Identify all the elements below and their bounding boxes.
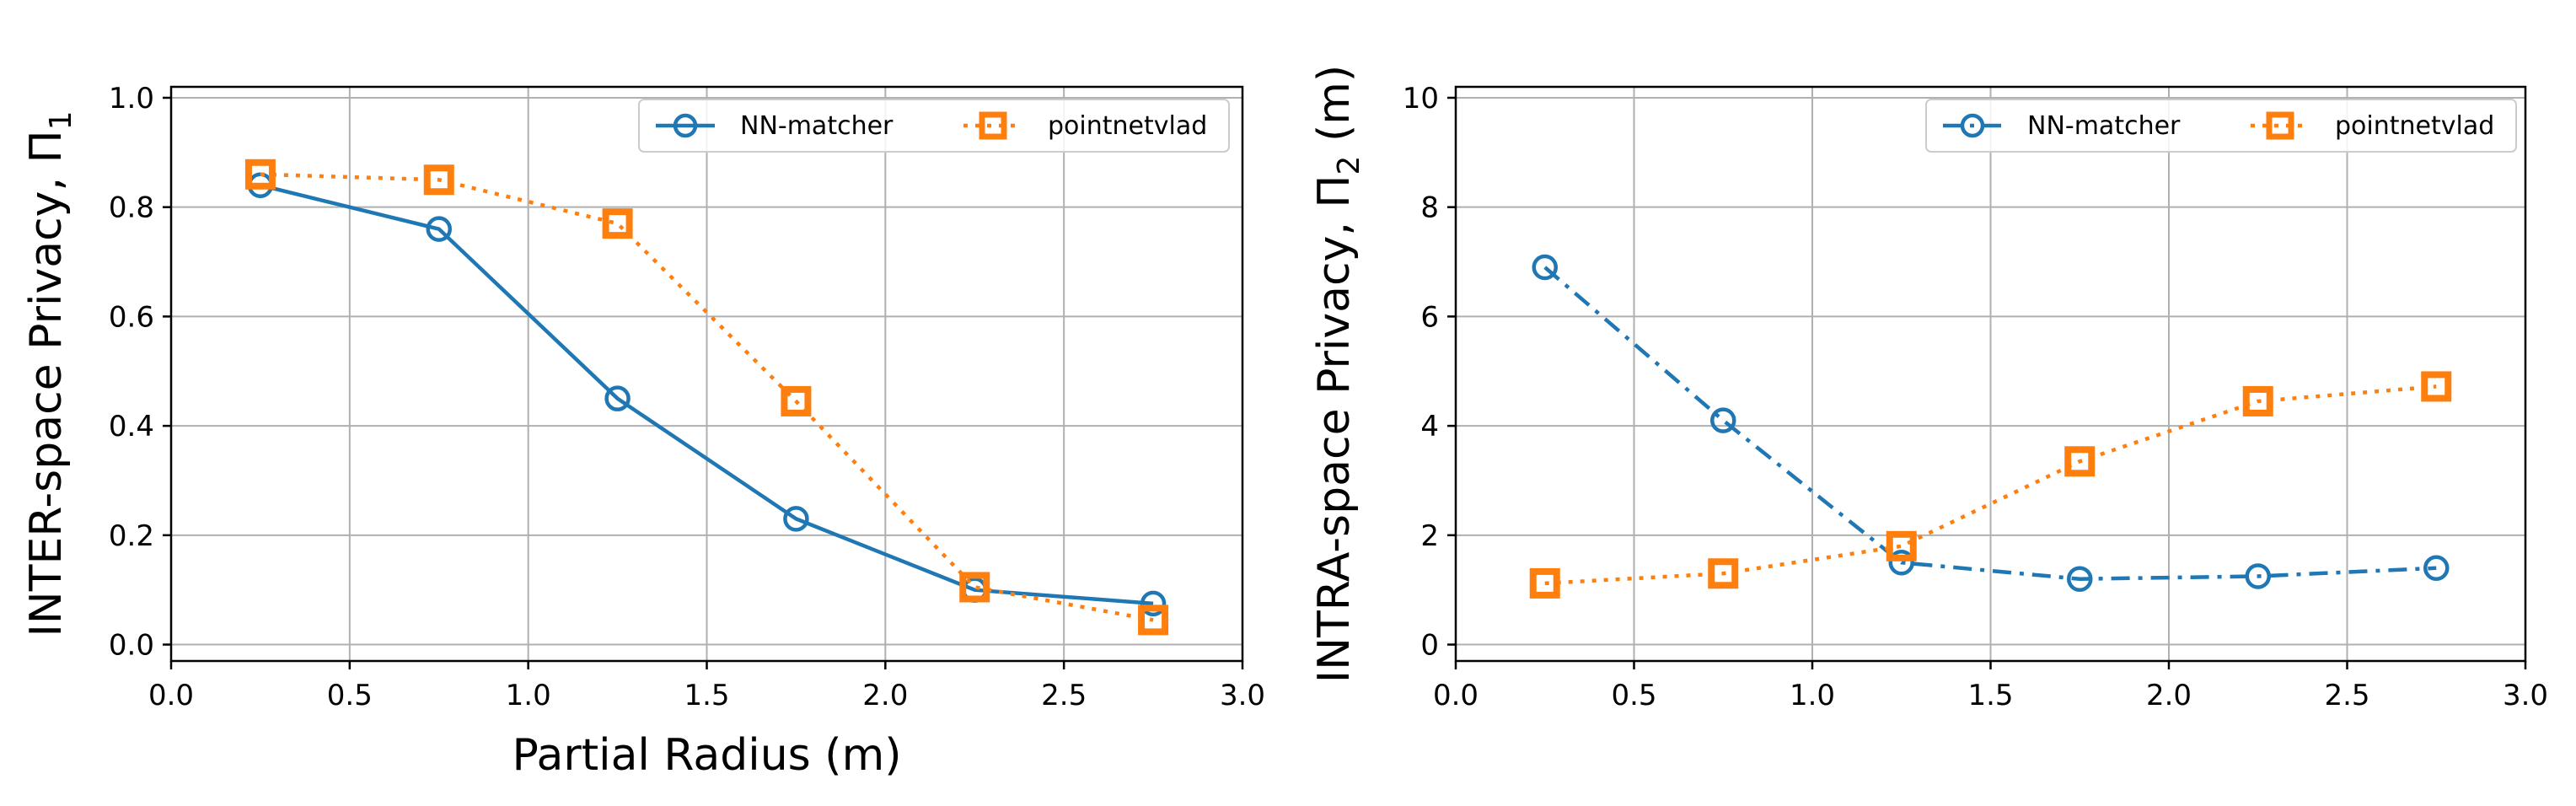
chart2-data-point — [1888, 550, 1914, 576]
chart2-y-axis-label-unit: (m) — [1309, 65, 1360, 156]
chart1-legend-marker — [673, 113, 698, 138]
chart1-series-line — [260, 183, 1154, 606]
chart2-x-tick-label: 0.0 — [1433, 679, 1479, 712]
chart2-legend-marker — [1960, 113, 1985, 138]
chart1-data-point — [602, 208, 633, 239]
chart1-data-point — [1140, 590, 1167, 617]
chart2-series-pointnetvlad — [1529, 371, 2452, 599]
chart2-data-point — [2245, 563, 2271, 589]
chart2-y-tick-label: 6 — [1420, 300, 1439, 334]
chart2-y-axis-label-main: INTRA-space Privacy, Π — [1309, 175, 1360, 683]
chart1-data-point — [1138, 604, 1169, 636]
chart2-data-point — [1710, 407, 1736, 433]
chart1-data-point — [244, 159, 276, 190]
chart1-legend-label: pointnetvlad — [1048, 111, 1207, 141]
chart2-legend-label: NN-matcher — [2027, 111, 2181, 141]
chart2-y-axis-label-subscript: 2 — [1332, 156, 1366, 175]
chart2-legend-marker — [2266, 111, 2294, 140]
chart1-data-point — [604, 385, 631, 411]
chart1-data-point — [959, 572, 990, 603]
chart1-series-pointnetvlad — [244, 159, 1169, 636]
chart2-y-tick-label: 4 — [1420, 410, 1439, 443]
chart2-data-point — [1708, 558, 1739, 589]
chart2-series-nn-matcher — [1532, 254, 2450, 592]
chart2-data-point — [2242, 385, 2273, 416]
chart1-data-point — [783, 506, 809, 532]
chart1-x-tick-label: 2.0 — [862, 679, 908, 712]
chart2-data-point — [2064, 446, 2096, 477]
chart1-data-point — [423, 164, 454, 196]
chart2-x-tick-label: 3.0 — [2503, 679, 2548, 712]
chart1-y-tick-label: 0.8 — [109, 191, 154, 225]
chart1-x-tick-label: 0.5 — [327, 679, 373, 712]
chart1: 0.0 0.5 1.0 1.5 2.0 2.5 3.0 0.0 0.2 0.4 0.6 0.8 1.0 N… — [21, 82, 1265, 781]
chart1-y-tick-label: 1.0 — [109, 82, 154, 116]
chart1-data-point — [781, 385, 812, 416]
chart1-y-tick-label: 0.0 — [109, 629, 154, 663]
chart2-data-point — [1532, 254, 1558, 281]
chart2-x-tick-label: 1.0 — [1790, 679, 1835, 712]
chart1-legend-marker — [979, 111, 1007, 140]
chart2-axes-frame — [1454, 85, 2527, 663]
chart1-y-axis-label-main: INTER-space Privacy, Π — [21, 130, 72, 637]
chart1-x-tick-label: 0.0 — [148, 679, 194, 712]
chart2-legend-box — [1925, 99, 2517, 153]
chart1-legend-box — [638, 99, 1230, 153]
chart1-x-tick-label: 1.0 — [506, 679, 551, 712]
chart2-x-tick-label: 0.5 — [1611, 679, 1656, 712]
chart2-x-tick-label: 2.5 — [2324, 679, 2369, 712]
chart1-x-tick-label: 2.5 — [1041, 679, 1087, 712]
chart2-y-tick-label: 8 — [1420, 191, 1439, 225]
chart1-axes-frame — [169, 85, 1244, 663]
chart2-data-point — [1886, 530, 1917, 562]
chart1-x-axis-label: Partial Radius (m) — [512, 730, 901, 781]
chart2-data-point — [1529, 567, 1560, 599]
chart2-y-tick-label: 0 — [1420, 629, 1439, 663]
chart2-legend: NN-matcher pointnetvlad — [1925, 99, 2517, 153]
chart1-y-tick-label: 0.6 — [109, 300, 154, 334]
chart1-y-tick-label: 0.2 — [109, 519, 154, 553]
chart1-x-tick-label: 1.5 — [684, 679, 729, 712]
chart1-legend-label: NN-matcher — [740, 111, 894, 141]
chart2-data-point — [2067, 566, 2093, 592]
chart1-x-tick-label: 3.0 — [1220, 679, 1265, 712]
chart2-y-tick-label: 2 — [1420, 519, 1439, 553]
chart2-x-tick-label: 2.0 — [2146, 679, 2192, 712]
chart2-legend-label: pointnetvlad — [2335, 111, 2494, 141]
chart1-y-axis-label-subscript: 1 — [44, 110, 78, 130]
chart2-y-axis-label: INTRA-space Privacy, Π2 (m) — [1309, 65, 1366, 683]
chart1-data-point — [426, 216, 452, 242]
chart1-y-axis-label: INTER-space Privacy, Π1 — [21, 110, 78, 637]
chart2-data-point — [2423, 555, 2450, 581]
chart2: 0.0 0.5 1.0 1.5 2.0 2.5 3.0 0 2 4 6 8 10 NN-matcher po… — [1309, 65, 2548, 712]
chart2-data-point — [2421, 371, 2452, 402]
chart2-y-tick-label: 10 — [1403, 82, 1439, 116]
chart1-legend: NN-matcher pointnetvlad — [638, 99, 1230, 153]
chart2-series-line — [1543, 266, 2437, 581]
chart1-y-tick-label: 0.4 — [109, 410, 154, 443]
chart2-x-tick-label: 1.5 — [1967, 679, 2013, 712]
